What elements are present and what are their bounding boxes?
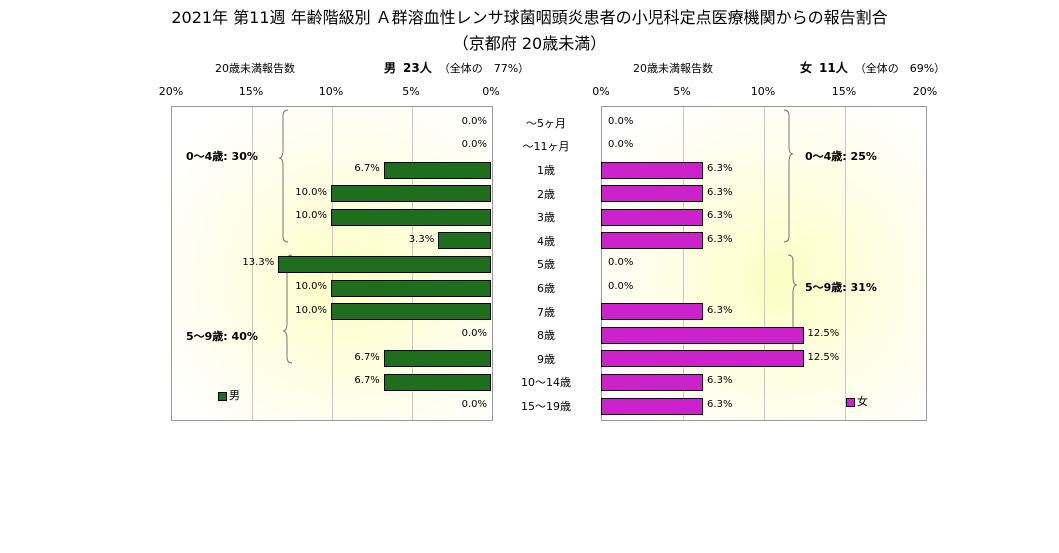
male-axis-tick: 20% bbox=[158, 85, 184, 98]
male-group-0-4: 0～4歳: 30% bbox=[186, 150, 258, 163]
age-label: 10～14歳 bbox=[521, 376, 571, 390]
male-value-label: 3.3% bbox=[408, 233, 435, 245]
female-value-label: 6.3% bbox=[707, 233, 733, 245]
female-gridline bbox=[764, 107, 765, 420]
age-label: 6歳 bbox=[537, 282, 555, 295]
female-bar bbox=[601, 303, 704, 321]
male-bar bbox=[331, 279, 491, 297]
age-label: 8歳 bbox=[537, 329, 555, 343]
male-brace-0-4 bbox=[278, 109, 289, 243]
female-value-label: 0.0% bbox=[608, 281, 634, 292]
male-value-label: 0.0% bbox=[461, 139, 487, 151]
male-value-label: 6.7% bbox=[354, 375, 380, 387]
female-bar bbox=[601, 350, 804, 368]
female-legend: 女 bbox=[846, 393, 868, 409]
male-axis-tick: 5% bbox=[402, 85, 420, 98]
male-value-label: 0.0% bbox=[461, 399, 487, 410]
male-value-label: 6.7% bbox=[354, 163, 380, 174]
female-axis-tick: 20% bbox=[912, 85, 938, 98]
female-value-label: 6.3% bbox=[707, 304, 733, 316]
female-legend-label: 女 bbox=[857, 395, 868, 408]
female-gridline bbox=[683, 107, 684, 420]
male-legend-label: 男 bbox=[229, 389, 240, 402]
female-value-label: 6.3% bbox=[707, 375, 733, 387]
male-count-summary: 男 23人 （全体の 77%） bbox=[384, 59, 529, 76]
female-axis-tick: 10% bbox=[750, 85, 776, 98]
male-legend-swatch bbox=[218, 391, 227, 401]
female-axis-tick: 15% bbox=[831, 85, 857, 98]
female-sex-label: 女 bbox=[800, 61, 813, 75]
male-bar bbox=[331, 208, 491, 226]
female-bar bbox=[601, 161, 704, 179]
male-bar bbox=[383, 350, 491, 368]
age-label: ～5ヶ月 bbox=[526, 116, 566, 130]
age-label: ～11ヶ月 bbox=[522, 140, 570, 154]
female-value-label: 12.5% bbox=[807, 351, 840, 363]
age-label: 2歳 bbox=[537, 187, 555, 201]
male-gridline bbox=[252, 107, 253, 420]
age-label: 4歳 bbox=[537, 234, 555, 248]
female-value-label: 6.3% bbox=[707, 399, 733, 410]
female-value-label: 12.5% bbox=[807, 328, 840, 340]
male-bar bbox=[278, 255, 491, 273]
age-label: 3歳 bbox=[537, 211, 555, 225]
male-bar bbox=[331, 185, 491, 203]
male-legend: 男 bbox=[218, 387, 240, 403]
female-bar bbox=[601, 185, 704, 203]
female-count-label: 20歳未満報告数 bbox=[633, 62, 713, 75]
female-value-label: 6.3% bbox=[707, 163, 733, 174]
female-value-label: 6.3% bbox=[707, 186, 733, 198]
female-value-label: 6.3% bbox=[707, 210, 733, 222]
male-value-label: 0.0% bbox=[461, 328, 487, 340]
male-share-note: （全体の 77%） bbox=[438, 62, 530, 75]
male-value-label: 10.0% bbox=[295, 186, 327, 198]
female-bar bbox=[601, 232, 704, 250]
male-axis-tick: 15% bbox=[238, 85, 264, 98]
female-bar bbox=[601, 373, 704, 391]
female-brace-0-4 bbox=[783, 109, 794, 243]
male-value-label: 10.0% bbox=[295, 281, 327, 292]
female-axis-tick: 5% bbox=[673, 85, 691, 98]
male-value-label: 10.0% bbox=[295, 210, 327, 222]
male-bar bbox=[331, 303, 491, 321]
female-share-note: （全体の 69%） bbox=[854, 62, 946, 75]
male-value-label: 10.0% bbox=[295, 304, 327, 316]
chart-figure: 2021年 第11週 年齢階級別 Ａ群溶血性レンサ球菌咽頭炎患者の小児科定点医療… bbox=[158, 8, 945, 421]
male-bar bbox=[383, 373, 491, 391]
female-count-value: 11人 bbox=[819, 61, 848, 75]
male-value-label: 6.7% bbox=[354, 351, 380, 363]
female-plot-area bbox=[601, 106, 927, 421]
chart-title: 2021年 第11週 年齢階級別 Ａ群溶血性レンサ球菌咽頭炎患者の小児科定点医療… bbox=[171, 8, 888, 27]
age-label: 7歳 bbox=[537, 305, 555, 319]
male-bar bbox=[383, 161, 491, 179]
female-value-label: 0.0% bbox=[608, 139, 634, 151]
female-bar bbox=[601, 397, 704, 415]
male-sex-label: 男 bbox=[384, 61, 397, 75]
age-label: 1歳 bbox=[537, 164, 555, 177]
male-value-label: 0.0% bbox=[461, 115, 487, 127]
female-brace-5-9 bbox=[787, 254, 798, 364]
male-brace-5-9 bbox=[282, 254, 293, 364]
male-bar bbox=[438, 232, 491, 250]
male-axis-tick: 10% bbox=[318, 85, 344, 98]
female-count-summary: 女 11人 （全体の 69%） bbox=[800, 59, 945, 76]
male-count-value: 23人 bbox=[403, 61, 432, 75]
female-bar bbox=[601, 326, 804, 344]
chart-subtitle: （京都府 20歳未満） bbox=[452, 34, 607, 53]
male-value-label: 13.3% bbox=[242, 257, 275, 269]
female-legend-swatch bbox=[846, 397, 855, 407]
age-label: 5歳 bbox=[537, 258, 555, 272]
age-label: 15～19歳 bbox=[521, 400, 571, 413]
male-group-5-9: 5～9歳: 40% bbox=[186, 330, 258, 343]
male-axis-tick: 0% bbox=[482, 85, 500, 98]
male-count-label: 20歳未満報告数 bbox=[215, 62, 295, 75]
female-bar bbox=[601, 208, 704, 226]
female-axis-tick: 0% bbox=[592, 85, 610, 98]
female-group-5-9: 5～9歳: 31% bbox=[805, 281, 877, 294]
female-gridline bbox=[845, 107, 846, 420]
female-group-0-4: 0～4歳: 25% bbox=[805, 150, 877, 163]
female-value-label: 0.0% bbox=[608, 257, 634, 269]
age-label: 9歳 bbox=[537, 352, 555, 366]
female-value-label: 0.0% bbox=[608, 115, 634, 127]
